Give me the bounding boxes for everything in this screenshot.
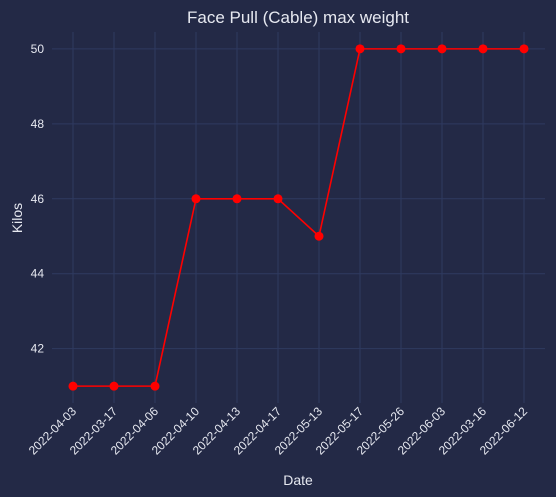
series-line-layer — [68, 44, 529, 391]
data-point — [478, 44, 488, 54]
series-line — [73, 48, 524, 387]
data-point — [273, 194, 283, 204]
data-point — [109, 381, 119, 391]
data-point — [232, 194, 242, 204]
data-point — [150, 381, 160, 391]
y-tick-label: 46 — [31, 192, 45, 206]
y-tick-label: 48 — [31, 117, 45, 131]
y-tick-label: 44 — [31, 267, 45, 281]
chart-title: Face Pull (Cable) max weight — [187, 8, 409, 27]
y-tick-labels: 42 44 46 48 50 — [31, 42, 45, 356]
y-axis-label: Kilos — [9, 203, 25, 233]
x-axis-label: Date — [283, 472, 313, 488]
y-tick-label: 50 — [31, 42, 45, 56]
y-tick-label: 42 — [31, 342, 45, 356]
data-point — [396, 44, 406, 54]
data-point — [437, 44, 447, 54]
data-point — [519, 44, 529, 54]
data-point — [68, 381, 78, 391]
data-point — [314, 231, 324, 241]
data-point — [355, 44, 365, 54]
data-point — [191, 194, 201, 204]
grid — [52, 32, 545, 403]
